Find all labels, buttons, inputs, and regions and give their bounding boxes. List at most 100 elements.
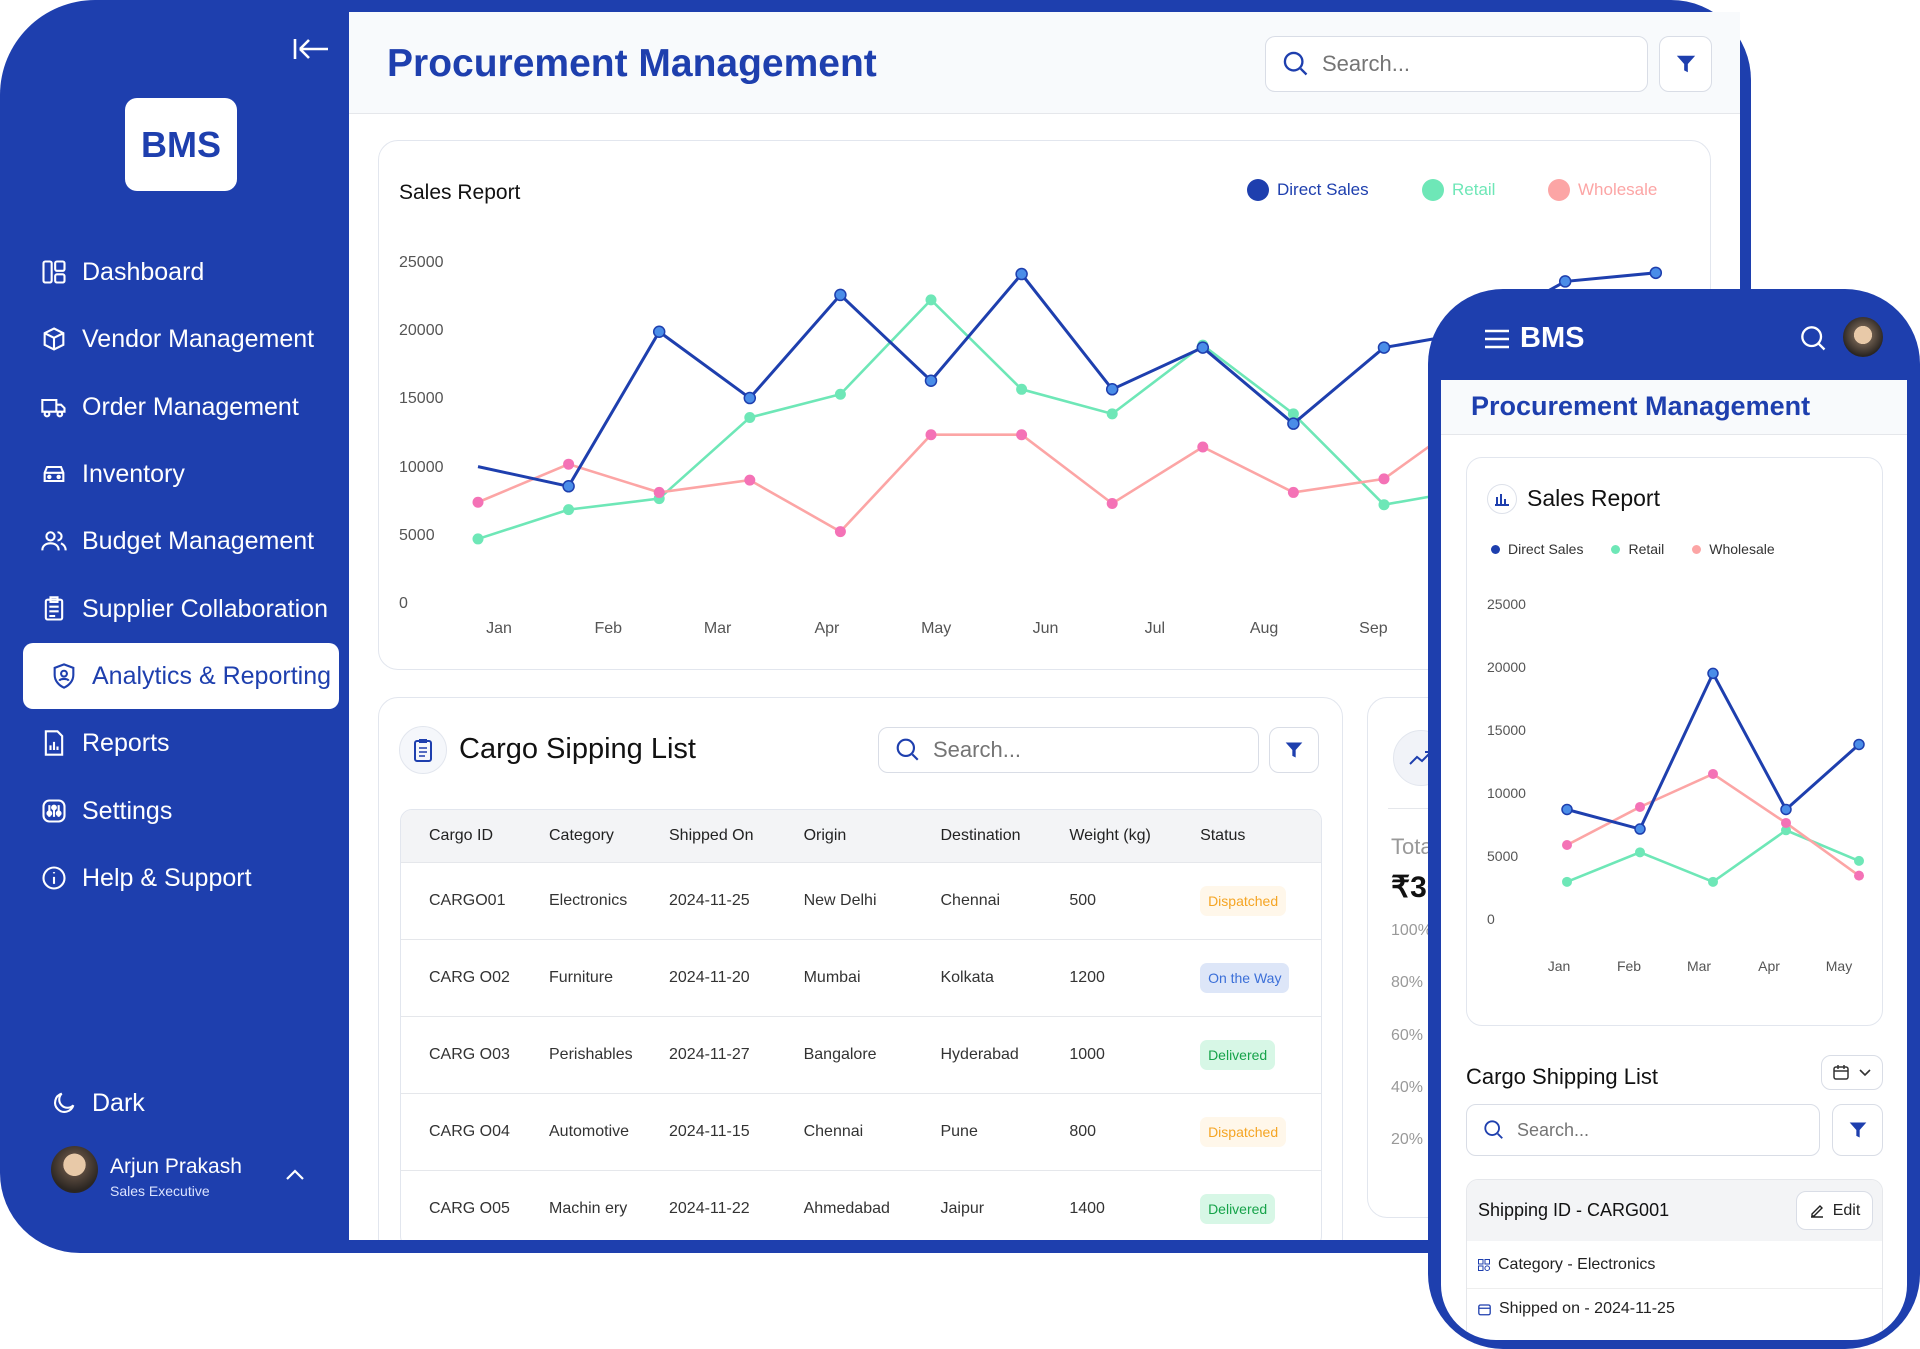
column-header[interactable]: Weight (kg): [1049, 810, 1181, 862]
data-point[interactable]: [563, 458, 575, 470]
data-point[interactable]: [1015, 267, 1028, 281]
table-row[interactable]: CARG O04 Automotive 2024-11-15 Chennai Pune 8…: [401, 1092, 1321, 1170]
sidebar-item-dashboard[interactable]: Dashboard: [40, 252, 204, 292]
user-name: Arjun Prakash: [110, 1155, 242, 1178]
column-header[interactable]: Cargo ID: [401, 810, 529, 862]
data-point[interactable]: [1854, 870, 1864, 881]
data-point[interactable]: [1558, 275, 1572, 288]
legend-direct-sales[interactable]: Direct Sales: [1491, 541, 1583, 557]
data-point[interactable]: [1635, 801, 1645, 812]
table-cell: Hyderabad: [920, 1015, 1050, 1093]
legend-direct-sales[interactable]: Direct Sales: [1247, 179, 1369, 201]
header-search[interactable]: [1265, 36, 1648, 92]
data-point[interactable]: [834, 388, 846, 400]
cargo-search[interactable]: [878, 727, 1259, 773]
data-point[interactable]: [1708, 876, 1718, 887]
sidebar-item-help-support[interactable]: Help & Support: [40, 858, 252, 898]
data-point[interactable]: [925, 429, 937, 441]
sidebar-item-order-management[interactable]: Order Management: [40, 387, 299, 427]
data-point[interactable]: [1562, 876, 1572, 887]
header-filter-button[interactable]: [1659, 36, 1712, 92]
legend-retail[interactable]: Retail: [1611, 541, 1664, 557]
status-badge: Dispatched: [1200, 1116, 1287, 1147]
mobile-search-button[interactable]: [1800, 325, 1828, 358]
sidebar-item-reports[interactable]: Reports: [40, 723, 170, 763]
page-header: Procurement Management: [349, 12, 1740, 114]
sidebar-item-settings[interactable]: Settings: [40, 791, 172, 831]
data-point[interactable]: [1016, 429, 1028, 441]
data-point[interactable]: [652, 325, 666, 338]
data-point[interactable]: [1853, 738, 1865, 751]
data-point[interactable]: [924, 374, 938, 387]
data-point[interactable]: [1287, 417, 1300, 430]
date-dropdown[interactable]: [1821, 1055, 1883, 1090]
data-point[interactable]: [834, 288, 847, 302]
sidebar-item-supplier-collaboration[interactable]: Supplier Collaboration: [40, 589, 328, 629]
data-point[interactable]: [563, 504, 575, 516]
data-point[interactable]: [743, 391, 757, 405]
column-header[interactable]: Shipped On: [649, 810, 784, 862]
data-point[interactable]: [744, 474, 756, 486]
mobile-filter-button[interactable]: [1832, 1104, 1883, 1156]
data-point[interactable]: [1105, 383, 1119, 396]
data-point[interactable]: [653, 486, 665, 498]
menu-button[interactable]: [1484, 328, 1510, 355]
table-row[interactable]: CARG O05 Machin ery 2024-11-22 Ahmedabad Jai…: [401, 1169, 1321, 1240]
data-point[interactable]: [1635, 847, 1645, 858]
mobile-avatar[interactable]: [1843, 317, 1883, 357]
data-point[interactable]: [1287, 408, 1299, 420]
collapse-sidebar-button[interactable]: [292, 36, 330, 67]
data-point[interactable]: [1854, 855, 1864, 866]
data-point[interactable]: [1377, 341, 1391, 354]
cargo-filter-button[interactable]: [1269, 727, 1319, 773]
data-point[interactable]: [1287, 486, 1299, 498]
data-point[interactable]: [1562, 840, 1572, 851]
column-header[interactable]: Destination: [920, 810, 1050, 862]
edit-button[interactable]: Edit: [1796, 1191, 1873, 1230]
data-point[interactable]: [1378, 499, 1390, 511]
column-header[interactable]: Status: [1180, 810, 1321, 862]
data-point[interactable]: [1106, 408, 1118, 420]
sidebar-item-budget-management[interactable]: Budget Management: [40, 521, 314, 561]
data-point[interactable]: [1708, 768, 1718, 779]
sidebar-item-analytics-reporting[interactable]: Analytics & Reporting: [23, 643, 339, 709]
data-point[interactable]: [1707, 667, 1719, 680]
data-point[interactable]: [1016, 383, 1028, 395]
user-role: Sales Executive: [110, 1183, 210, 1199]
data-point[interactable]: [1781, 825, 1791, 836]
dark-mode-toggle[interactable]: Dark: [50, 1083, 145, 1123]
cargo-search-input[interactable]: [933, 737, 1224, 763]
data-point[interactable]: [1780, 803, 1792, 816]
table-row[interactable]: CARG O03 Perishables 2024-11-27 Bangalore Hy…: [401, 1015, 1321, 1093]
sidebar-item-inventory[interactable]: Inventory: [40, 454, 185, 494]
data-point[interactable]: [1106, 497, 1118, 509]
header-search-input[interactable]: [1322, 51, 1614, 77]
mobile-cargo-search-input[interactable]: [1517, 1119, 1786, 1141]
data-point[interactable]: [1561, 803, 1573, 816]
data-point[interactable]: [1781, 817, 1791, 828]
table-cell: CARG O05: [401, 1169, 529, 1240]
mobile-cargo-search[interactable]: [1466, 1104, 1820, 1156]
table-row[interactable]: CARGO01 Electronics 2024-11-25 New Delhi Che…: [401, 861, 1321, 939]
data-point[interactable]: [834, 526, 846, 538]
user-avatar[interactable]: [51, 1146, 98, 1193]
data-point[interactable]: [1196, 341, 1210, 354]
data-point[interactable]: [472, 533, 484, 545]
legend-wholesale[interactable]: Wholesale: [1692, 541, 1775, 557]
data-point[interactable]: [925, 294, 937, 306]
data-point[interactable]: [1197, 441, 1209, 453]
column-header[interactable]: Origin: [783, 810, 921, 862]
data-point[interactable]: [1634, 823, 1646, 835]
data-point[interactable]: [744, 412, 756, 424]
legend-retail[interactable]: Retail: [1422, 179, 1495, 201]
data-point[interactable]: [472, 496, 484, 508]
table-row[interactable]: CARG O02 Furniture 2024-11-20 Mumbai Kolkata…: [401, 938, 1321, 1016]
column-header[interactable]: Category: [529, 810, 649, 862]
data-point[interactable]: [1649, 266, 1663, 280]
y-tick-label: 20000: [1487, 659, 1526, 675]
user-menu-button[interactable]: [284, 1168, 306, 1187]
sidebar-item-vendor-management[interactable]: Vendor Management: [40, 319, 314, 359]
legend-wholesale[interactable]: Wholesale: [1548, 179, 1657, 201]
data-point[interactable]: [562, 480, 575, 493]
data-point[interactable]: [1378, 473, 1390, 485]
